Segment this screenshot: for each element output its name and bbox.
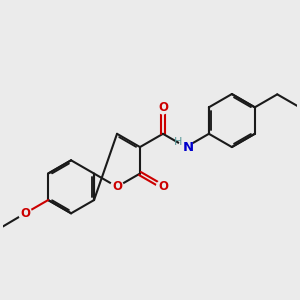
Text: H: H — [174, 137, 183, 147]
Circle shape — [178, 140, 193, 154]
Circle shape — [110, 180, 124, 193]
Text: O: O — [158, 180, 168, 193]
Circle shape — [157, 180, 169, 193]
Text: O: O — [158, 101, 168, 114]
Text: O: O — [112, 180, 122, 193]
Text: O: O — [20, 207, 30, 220]
Circle shape — [19, 207, 32, 220]
Text: N: N — [183, 141, 194, 154]
Circle shape — [157, 101, 169, 114]
